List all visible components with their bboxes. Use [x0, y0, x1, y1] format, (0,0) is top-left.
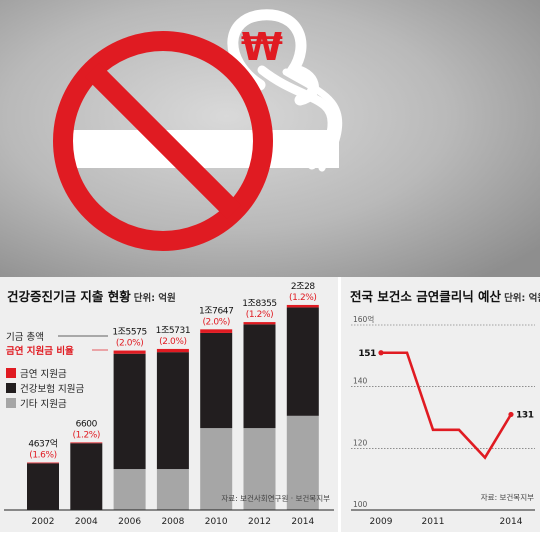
bar-segment-2006-0: [113, 350, 146, 354]
bar-segment-2008-0: [156, 348, 189, 353]
cigarette-icon: [66, 130, 339, 168]
bar-ratio-label-2006: (2.0%): [116, 339, 144, 349]
bar-x-label-2002: 2002: [32, 517, 55, 527]
bar-segment-2004-1: [70, 443, 103, 510]
won-symbol-icon: ₩: [241, 25, 283, 69]
bar-segment-2010-1: [200, 332, 233, 429]
line-point-first: [378, 350, 384, 356]
legend-swatch-other: [6, 398, 16, 408]
line-point-last: [508, 411, 514, 418]
bar-segment-2010-2: [200, 428, 233, 510]
legend-label-other: 기타 지원금: [20, 399, 67, 410]
line-series: [381, 351, 513, 460]
bar-total-label-2002: 4637억: [28, 438, 57, 450]
bar-x-label-2012: 2012: [248, 517, 271, 527]
bar-segment-2002-0: [27, 462, 59, 464]
bar-ratio-label-2002: (1.6%): [29, 451, 57, 461]
bar-segment-2010-0: [200, 329, 233, 333]
bar-total-label-2006: 1조5575: [112, 328, 147, 338]
bar-segment-2014-2: [286, 415, 319, 510]
total-annotation-label: 기금 총액: [6, 331, 44, 343]
bar-x-label-2006: 2006: [118, 517, 141, 527]
bar-total-label-2014: 2조28: [291, 282, 316, 292]
bar-segment-2006-2: [113, 469, 146, 510]
line-y-tick-1: 140: [353, 377, 368, 386]
bar-ratio-label-2008: (2.0%): [159, 337, 187, 347]
legend-label-smoking: 금연 지원금: [20, 369, 67, 380]
line-source: 자료: 보건복지부: [481, 492, 534, 502]
bar-segment-2002-1: [27, 463, 59, 510]
bar-source: 자료: 보건사회연구원 · 보건복지부: [221, 493, 330, 503]
line-x-label-2011: 2011: [422, 517, 445, 527]
bar-ratio-label-2012: (1.2%): [246, 310, 274, 320]
bar-ratio-label-2004: (1.2%): [73, 430, 101, 440]
legend-swatch-insurance: [6, 383, 16, 393]
panel-divider: [338, 277, 341, 532]
line-x-label-2014: 2014: [500, 517, 523, 527]
bar-segment-2006-1: [113, 353, 146, 470]
line-y-tick-3: 100: [353, 500, 368, 509]
bar-segment-2014-0: [286, 304, 319, 308]
bar-ratio-label-2010: (2.0%): [202, 317, 230, 327]
line-label-first: 151: [358, 349, 376, 359]
prohibition-icon: [53, 31, 273, 251]
bar-segment-2004-0: [70, 442, 103, 444]
bar-segment-2008-2: [156, 469, 189, 510]
bar-total-label-2012: 1조8355: [242, 299, 277, 309]
bar-segment-2014-1: [286, 307, 319, 416]
line-y-tick-0: 160억: [353, 315, 374, 324]
legend-swatch-smoking: [6, 368, 16, 378]
bar-segment-2008-1: [156, 352, 189, 470]
bar-ratio-label-2014: (1.2%): [289, 293, 317, 303]
bar-chart-title: 건강증진기금 지출 현황 단위: 억원: [7, 289, 176, 304]
bar-legend: 금연 지원금 건강보험 지원금 기타 지원금: [6, 368, 84, 410]
bar-total-label-2010: 1조7647: [199, 306, 234, 316]
no-smoking-banner: ₩: [0, 0, 540, 277]
bar-x-label-2010: 2010: [205, 517, 228, 527]
fund-spending-chart: 건강증진기금 지출 현황 단위: 억원 4637억 (1.6%) 6600 (1.2%)…: [0, 277, 338, 532]
line-y-tick-2: 120: [353, 438, 368, 447]
line-label-last: 131: [516, 410, 534, 420]
bar-segment-2012-2: [243, 428, 276, 510]
bar-total-label-2008: 1조5731: [156, 326, 191, 336]
ratio-annotation-label: 금연 지원금 비율: [6, 345, 74, 357]
legend-label-insurance: 건강보험 지원금: [20, 384, 84, 395]
bar-segment-2012-0: [243, 322, 276, 325]
bar-x-label-2014: 2014: [291, 517, 314, 527]
bar-x-label-2004: 2004: [75, 517, 98, 527]
bar-total-label-2004: 6600: [76, 419, 98, 429]
bar-x-label-2008: 2008: [161, 517, 184, 527]
line-x-label-2009: 2009: [370, 517, 393, 527]
bar-segment-2012-1: [243, 324, 276, 429]
